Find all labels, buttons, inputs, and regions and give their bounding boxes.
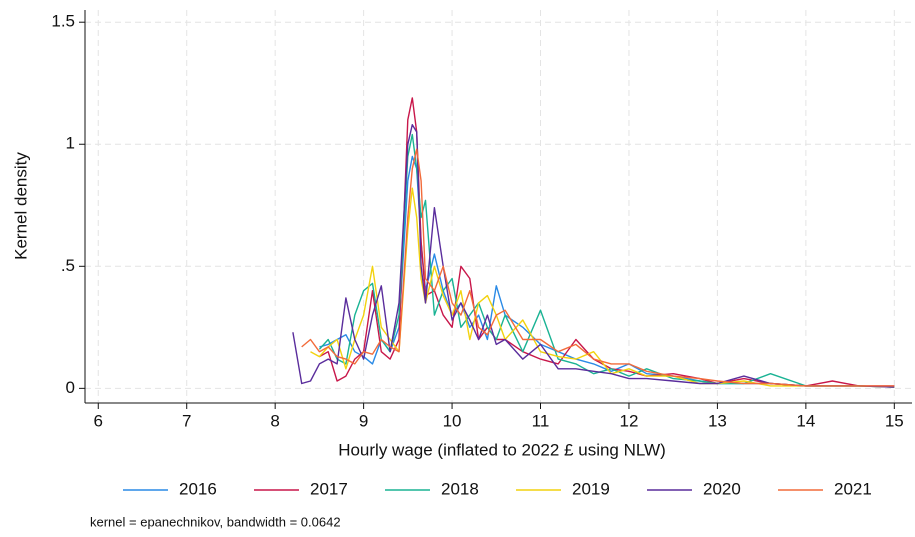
x-tick-label: 9 [359, 411, 368, 430]
note: kernel = epanechnikov, bandwidth = 0.064… [90, 514, 341, 529]
x-tick-label: 13 [708, 411, 727, 430]
x-tick-label: 14 [796, 411, 815, 430]
x-tick-label: 10 [443, 411, 462, 430]
x-tick-label: 12 [620, 411, 639, 430]
y-tick-label: .5 [61, 256, 75, 275]
legend-label: 2019 [572, 479, 610, 498]
legend-label: 2020 [703, 479, 741, 498]
x-tick-label: 8 [270, 411, 279, 430]
y-tick-label: 1 [66, 134, 75, 153]
y-axis-label: Kernel density [11, 152, 30, 260]
x-axis-label: Hourly wage (inflated to 2022 £ using NL… [338, 440, 666, 459]
legend-label: 2017 [310, 479, 348, 498]
legend-label: 2016 [179, 479, 217, 498]
x-tick-label: 7 [182, 411, 191, 430]
y-tick-label: 0 [66, 378, 75, 397]
x-tick-label: 6 [94, 411, 103, 430]
x-tick-label: 11 [532, 411, 550, 430]
series-line [301, 148, 895, 387]
legend-label: 2021 [834, 479, 872, 498]
series-line [310, 187, 895, 388]
legend-label: 2018 [441, 479, 479, 498]
x-tick-label: 15 [885, 411, 904, 430]
y-tick-label: 1.5 [51, 12, 75, 31]
series-line [292, 124, 895, 388]
